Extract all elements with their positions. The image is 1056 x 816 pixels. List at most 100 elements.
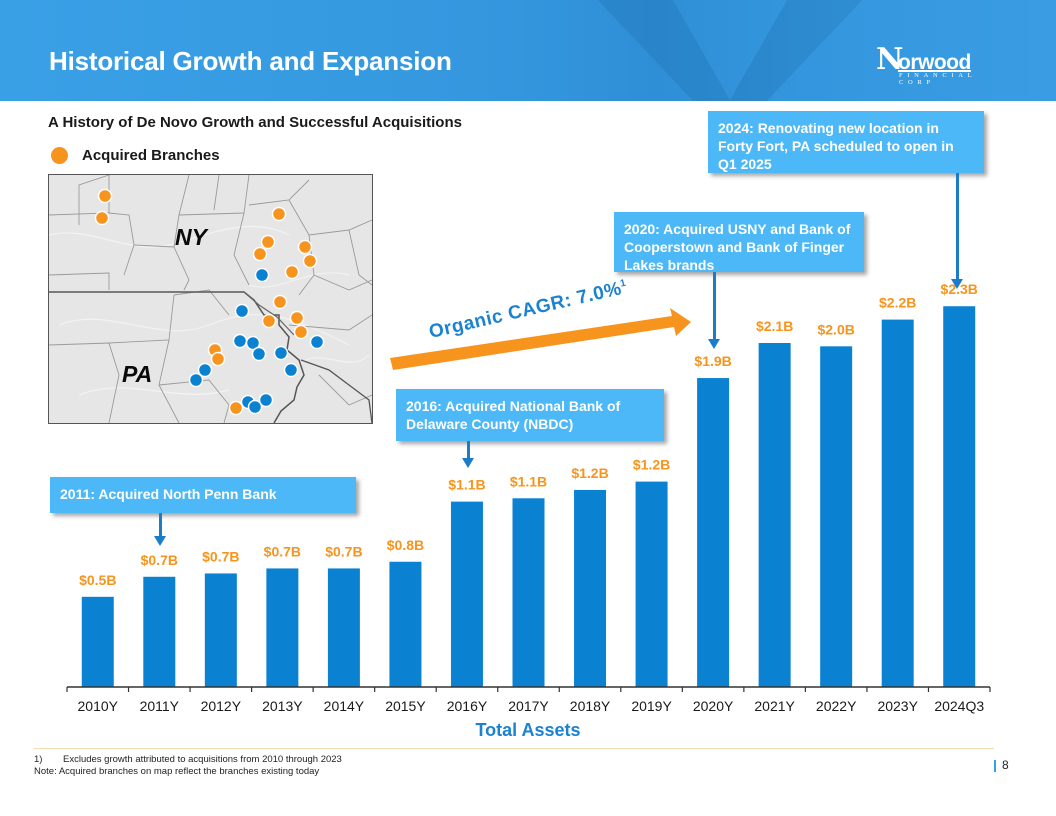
x-tick-label-2017Y: 2017Y xyxy=(508,698,549,714)
branch-marker xyxy=(254,267,270,283)
bar-2021Y xyxy=(758,342,791,687)
bar-2012Y xyxy=(204,573,237,687)
footer-divider xyxy=(34,748,994,749)
callout-2020-pointer xyxy=(713,272,716,340)
callout-2016: 2016: Acquired National Bank of Delaware… xyxy=(396,389,664,441)
data-label-2011Y: $0.7B xyxy=(141,552,178,568)
logo-tagline: FINANCIAL CORP xyxy=(899,72,977,86)
x-tick-label-2023Y: 2023Y xyxy=(877,698,918,714)
data-label-2017Y: $1.1B xyxy=(510,473,547,489)
x-tick-label-2010Y: 2010Y xyxy=(78,698,119,714)
acquired-branch-marker xyxy=(271,206,287,222)
callout-2024: 2024: Renovating new location in Forty F… xyxy=(708,111,984,173)
x-axis: 2010Y 2011Y 2012Y 2013Y 2014Y 2015Y 2016Y 2017Y… xyxy=(66,686,991,714)
branch-marker xyxy=(258,392,274,408)
bar-2022Y xyxy=(820,346,853,687)
bar-2010Y xyxy=(81,596,114,687)
x-tick-label-2016Y: 2016Y xyxy=(447,698,488,714)
bar-2020Y xyxy=(697,378,730,687)
data-label-2019Y: $1.2B xyxy=(633,457,670,473)
branch-marker xyxy=(232,333,248,349)
map-legend: Acquired Branches xyxy=(51,147,220,164)
bar-2015Y xyxy=(389,561,422,687)
legend-label: Acquired Branches xyxy=(82,147,220,164)
section-subtitle: A History of De Novo Growth and Successf… xyxy=(48,114,462,131)
bar-2011Y xyxy=(143,576,176,687)
x-tick-label-2019Y: 2019Y xyxy=(631,698,672,714)
branch-marker xyxy=(245,335,261,351)
x-tick-label-2015Y: 2015Y xyxy=(385,698,426,714)
branch-marker xyxy=(188,372,204,388)
data-label-2012Y: $0.7B xyxy=(202,548,239,564)
footnote-1-number: 1) xyxy=(34,754,43,765)
x-tick-label-2011Y: 2011Y xyxy=(140,698,180,714)
x-tick-label-2020Y: 2020Y xyxy=(693,698,734,714)
callout-2016-pointer xyxy=(467,441,470,460)
page-number: 8 xyxy=(1002,758,1009,772)
acquired-branch-marker xyxy=(293,324,309,340)
bar-2018Y xyxy=(574,489,607,687)
bar-2016Y xyxy=(450,501,483,687)
x-tick-label-2021Y: 2021Y xyxy=(754,698,795,714)
page-number-bar xyxy=(994,760,996,772)
page-title: Historical Growth and Expansion xyxy=(49,46,452,76)
data-label-2016Y: $1.1B xyxy=(448,477,485,493)
data-label-2013Y: $0.7B xyxy=(264,543,301,559)
acquired-branch-marker xyxy=(261,313,277,329)
bar-2024Q3 xyxy=(943,306,976,687)
branch-marker xyxy=(197,362,213,378)
branch-map: NY PA xyxy=(48,174,373,424)
acquired-branch-marker xyxy=(272,294,288,310)
branch-marker xyxy=(309,334,325,350)
data-label-2022Y: $2.0B xyxy=(817,321,854,337)
data-label-2014Y: $0.7B xyxy=(325,543,362,559)
acquired-branch-marker xyxy=(302,253,318,269)
acquired-branch-legend-dot-icon xyxy=(51,147,68,164)
x-tick-label-2018Y: 2018Y xyxy=(570,698,611,714)
bar-2017Y xyxy=(512,498,545,687)
callout-2016-text: 2016: Acquired National Bank of Delaware… xyxy=(406,398,621,432)
arrow-down-icon xyxy=(154,536,166,546)
logo-word: orwood xyxy=(898,51,971,74)
cagr-arrow-icon xyxy=(390,308,691,370)
callout-2011-pointer xyxy=(159,513,162,538)
header-chevron-decoration xyxy=(597,0,863,101)
acquired-branch-marker xyxy=(297,239,313,255)
data-label-2010Y: $0.5B xyxy=(79,572,116,588)
branch-marker xyxy=(234,303,250,319)
arrow-down-icon xyxy=(708,339,720,349)
branch-marker xyxy=(273,345,289,361)
acquired-branch-marker xyxy=(94,210,110,226)
branch-marker xyxy=(283,362,299,378)
data-label-2015Y: $0.8B xyxy=(387,537,424,553)
callout-2024-text: 2024: Renovating new location in Forty F… xyxy=(718,120,954,172)
cagr-footnote-mark: 1 xyxy=(619,277,628,290)
callout-2020: 2020: Acquired USNY and Bank of Cooperst… xyxy=(614,212,864,273)
acquired-branch-marker xyxy=(228,400,244,416)
acquired-branch-marker xyxy=(252,246,268,262)
acquired-branch-marker xyxy=(97,188,113,204)
callout-2024-pointer xyxy=(956,173,959,281)
state-label-pa: PA xyxy=(122,361,153,387)
callout-2011-text: 2011: Acquired North Penn Bank xyxy=(60,486,277,502)
bar-2013Y xyxy=(266,568,299,687)
callout-2020-text: 2020: Acquired USNY and Bank of Cooperst… xyxy=(624,221,851,273)
acquired-branch-marker xyxy=(284,264,300,280)
data-label-2018Y: $1.2B xyxy=(571,465,608,481)
branch-marker xyxy=(247,399,263,415)
acquired-branch-marker xyxy=(289,310,305,326)
footnotes: 1) Excludes growth attributed to acquisit… xyxy=(34,754,342,778)
data-label-2020Y: $1.9B xyxy=(694,353,731,369)
x-tick-label-2022Y: 2022Y xyxy=(816,698,857,714)
arrow-down-icon xyxy=(951,279,963,289)
x-tick-label-2012Y: 2012Y xyxy=(201,698,242,714)
acquired-branch-marker xyxy=(260,234,276,250)
footnote-1-text: Excludes growth attributed to acquisitio… xyxy=(63,754,342,765)
arrow-down-icon xyxy=(462,458,474,468)
footnote-note: Note: Acquired branches on map reflect t… xyxy=(34,766,320,777)
logo-initial: N xyxy=(876,42,904,77)
data-label-2021Y: $2.1B xyxy=(756,318,793,334)
header-banner: Historical Growth and Expansion N orwood… xyxy=(0,0,1056,101)
county-map xyxy=(49,175,372,423)
callout-2011: 2011: Acquired North Penn Bank xyxy=(50,477,356,513)
